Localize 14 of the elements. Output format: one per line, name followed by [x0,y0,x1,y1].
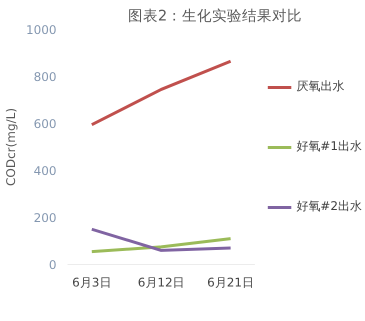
legend-label: 厌氧出水 [296,78,344,95]
y-tick-label: 400 [34,164,56,178]
x-tick-label: 6月21日 [207,276,254,290]
y-axis-title: CODcr(mg/L) [4,108,18,186]
x-tick-label: 6月12日 [138,276,185,290]
y-tick-label: 1000 [26,23,57,37]
y-tick-label: 200 [34,211,56,225]
legend-label: 好氧#2出水 [296,198,362,215]
y-tick-label: 800 [34,70,56,84]
y-tick-label: 600 [34,117,56,131]
chart-title: 图表2：生化实验结果对比 [128,8,302,24]
x-tick-label: 6月3日 [72,276,112,290]
legend-label: 好氧#1出水 [296,138,362,155]
y-tick-label: 0 [48,258,57,272]
